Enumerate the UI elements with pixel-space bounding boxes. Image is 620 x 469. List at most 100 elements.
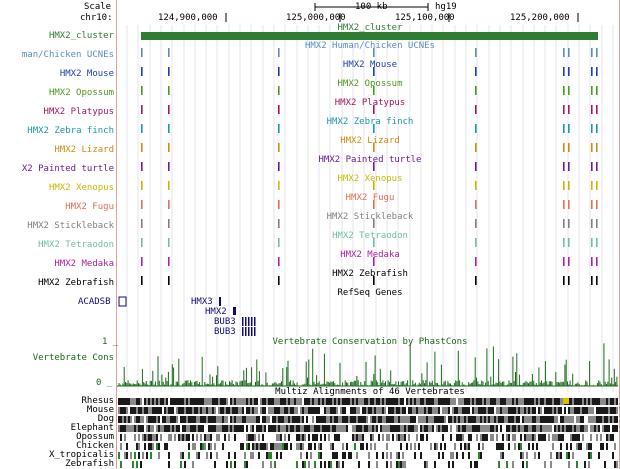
multiz-block [534, 416, 536, 423]
multiz-block [354, 434, 356, 441]
multiz-block [266, 443, 268, 450]
element-mark [168, 238, 170, 247]
multiz-label-mouse[interactable]: Mouse [86, 405, 114, 415]
multiz-block [352, 425, 354, 432]
multiz-block [132, 425, 134, 432]
multiz-block [482, 443, 484, 450]
multiz-block [398, 434, 400, 441]
multiz-block [616, 398, 618, 405]
multiz-block [336, 461, 338, 468]
multiz-label-zebrafish[interactable]: Zebrafish [65, 459, 114, 469]
multiz-block [400, 425, 402, 432]
track-label-ucnes[interactable]: man/Chicken UCNEs [21, 50, 114, 60]
multiz-block [222, 407, 224, 414]
track-label-conservation[interactable]: Vertebrate Cons [32, 353, 114, 363]
multiz-block [170, 425, 172, 432]
multiz-block [396, 416, 398, 423]
multiz-block [198, 398, 200, 405]
multiz-block [452, 452, 454, 459]
track-label-opossum[interactable]: HMX2 Opossum [48, 88, 114, 98]
element-mark [278, 105, 280, 114]
track-label-cluster[interactable]: HMX2_cluster [48, 31, 114, 41]
multiz-block [344, 452, 346, 459]
multiz-block [338, 461, 340, 468]
multiz-block [178, 398, 180, 405]
track-label-stickleback[interactable]: HMX2 Stickleback [27, 221, 114, 231]
track-label-turtle[interactable]: X2 Painted turtle [21, 164, 114, 174]
track-label-fugu[interactable]: HMX2 Fugu [65, 202, 114, 212]
multiz-block [382, 434, 384, 441]
multiz-block [366, 398, 368, 405]
multiz-block [518, 407, 520, 414]
multiz-label-chicken[interactable]: Chicken [76, 441, 114, 451]
track-label-medaka[interactable]: HMX2 Medaka [54, 259, 114, 269]
gene-label-hmx2[interactable]: HMX2 [205, 307, 227, 317]
multiz-block [298, 416, 300, 423]
multiz-block [592, 398, 594, 405]
multiz-block [460, 398, 462, 405]
multiz-block [612, 452, 614, 459]
track-label-zebrafinch[interactable]: HMX2 Zebra finch [27, 126, 114, 136]
multiz-block [568, 425, 570, 432]
multiz-label-opossum[interactable]: Opossum [76, 432, 114, 442]
gene-label-acadsb[interactable]: ACADSB [78, 297, 111, 307]
multiz-block [558, 407, 560, 414]
multiz-block [596, 425, 598, 432]
multiz-block [326, 416, 328, 423]
multiz-block [522, 398, 524, 405]
multiz-block [404, 407, 406, 414]
multiz-block [324, 416, 326, 423]
multiz-block [538, 416, 540, 423]
multiz-block [404, 461, 406, 468]
element-mark [278, 238, 280, 247]
gene-label-bub3-b[interactable]: BUB3 [214, 327, 236, 337]
multiz-block [334, 407, 336, 414]
cons-ymax: 1 _ [102, 337, 119, 347]
track-label-lizard[interactable]: HMX2 Lizard [54, 145, 114, 155]
element-mark [141, 67, 143, 76]
multiz-block [202, 425, 204, 432]
multiz-block [540, 425, 542, 432]
element-mark [591, 276, 593, 285]
multiz-block [154, 398, 156, 405]
element-mark [563, 105, 565, 114]
multiz-block [572, 434, 574, 441]
multiz-block [194, 443, 196, 450]
track-label-zebrafish[interactable]: HMX2 Zebrafish [38, 278, 114, 288]
multiz-block [350, 398, 352, 405]
multiz-block [294, 416, 296, 423]
multiz-block [214, 416, 216, 423]
multiz-block [602, 416, 604, 423]
multiz-label-elephant[interactable]: Elephant [70, 423, 114, 433]
track-label-platypus[interactable]: HMX2 Platypus [43, 107, 114, 117]
multiz-block [606, 425, 608, 432]
track-label-xenopus[interactable]: HMX2 Xenopus [48, 183, 114, 193]
multiz-block [366, 443, 368, 450]
multiz-label-rhesus[interactable]: Rhesus [81, 396, 114, 406]
multiz-block [546, 416, 548, 423]
multiz-label-xtropicalis[interactable]: X_tropicalis [48, 450, 114, 460]
track-title-tetraodon: HMX2 Tetraodon [332, 231, 408, 241]
track-label-mouse[interactable]: HMX2 Mouse [59, 69, 114, 79]
multiz-block [422, 416, 424, 423]
multiz-label-dog[interactable]: Dog [97, 414, 114, 424]
element-mark [591, 200, 593, 209]
track-label-tetraodon[interactable]: HMX2 Tetraodon [38, 240, 114, 250]
multiz-block [146, 425, 148, 432]
multiz-block [250, 407, 252, 414]
multiz-block [410, 443, 412, 450]
multiz-block [218, 407, 220, 414]
multiz-block [480, 425, 482, 432]
element-mark [168, 162, 170, 171]
multiz-block [304, 398, 306, 405]
gene-label-bub3-a[interactable]: BUB3 [214, 317, 236, 327]
multiz-block [336, 398, 338, 405]
gene-label-hmx3[interactable]: HMX3 [191, 297, 213, 307]
multiz-block [232, 398, 234, 405]
element-mark [475, 162, 477, 171]
multiz-block [302, 416, 304, 423]
track-title-conservation: Vertebrate Conservation by PhastCons [272, 337, 468, 347]
multiz-block [608, 434, 610, 441]
multiz-block [298, 425, 300, 432]
multiz-block [180, 452, 182, 459]
